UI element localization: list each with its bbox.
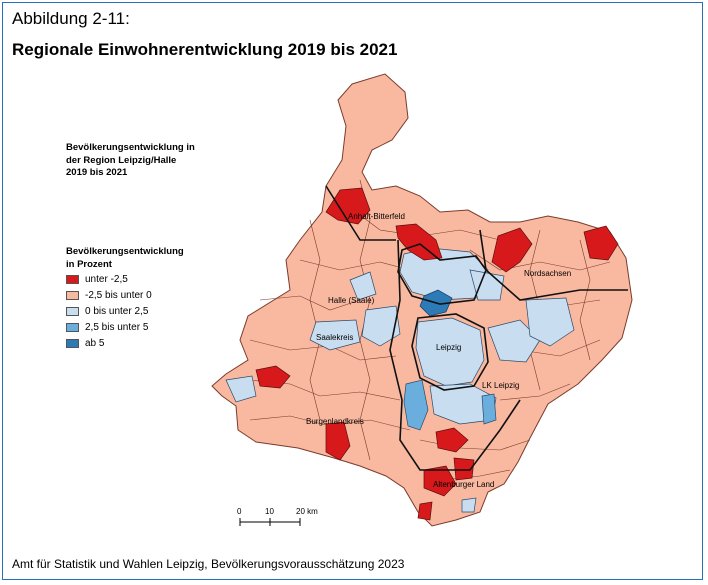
- legend-swatch: [66, 307, 79, 316]
- district-borders: [325, 185, 628, 471]
- decline-below-2.5-areas: [255, 187, 619, 521]
- legend-swatch: [66, 339, 79, 348]
- label-halle: Halle (Saale): [328, 296, 375, 305]
- legend-label: 2,5 bis unter 5: [85, 322, 149, 333]
- scale-tick-10: 10: [265, 507, 274, 516]
- map-title-line: 2019 bis 2021: [66, 167, 128, 178]
- legend-swatch: [66, 291, 79, 300]
- legend-label: 0 bis unter 2,5: [85, 306, 149, 317]
- figure-title: Regionale Einwohnerentwicklung 2019 bis …: [12, 40, 398, 59]
- scale-bar: 0 10 20 km: [237, 507, 318, 526]
- legend-title: Bevölkerungsentwicklung in Prozent: [66, 246, 236, 271]
- legend-item: 2,5 bis unter 5: [66, 320, 236, 335]
- legend: Bevölkerungsentwicklung in Prozent unter…: [66, 246, 236, 351]
- map-title: Bevölkerungsentwicklung in der Region Le…: [66, 142, 266, 180]
- legend-label: -2,5 bis unter 0: [85, 290, 152, 301]
- growth-2.5-5-areas: [403, 379, 497, 431]
- legend-swatch: [66, 323, 79, 332]
- label-leipzig: Leipzig: [436, 343, 461, 352]
- figure-source: Amt für Statistik und Wahlen Leipzig, Be…: [12, 557, 405, 571]
- legend-title-line: in Prozent: [66, 258, 112, 270]
- figure-number: Abbildung 2-11:: [12, 9, 130, 28]
- region-outline: [211, 73, 633, 527]
- map-title-line: Bevölkerungsentwicklung in: [66, 142, 195, 153]
- label-nordsachsen: Nordsachsen: [524, 269, 571, 278]
- map-title-line: der Region Leipzig/Halle: [66, 154, 177, 166]
- label-anhalt-bitterfeld: Anhalt-Bitterfeld: [348, 212, 405, 221]
- scale-tick-20: 20 km: [296, 507, 318, 516]
- figure-frame: [2, 2, 703, 580]
- label-lk-leipzig: LK Leipzig: [482, 381, 519, 390]
- label-burgenlandkreis: Burgenlandkreis: [306, 417, 364, 426]
- legend-swatch: [66, 275, 79, 284]
- legend-title-line: Bevölkerungsentwicklung: [66, 246, 184, 257]
- legend-item: unter -2,5: [66, 272, 236, 287]
- legend-item: ab 5: [66, 336, 236, 351]
- legend-item: 0 bis unter 2,5: [66, 304, 236, 319]
- label-altenburger-land: Altenburger Land: [433, 480, 494, 489]
- legend-label: unter -2,5: [85, 274, 128, 285]
- legend-item: -2,5 bis unter 0: [66, 288, 236, 303]
- label-saalekreis: Saalekreis: [316, 333, 353, 342]
- legend-label: ab 5: [85, 338, 105, 349]
- scale-tick-0: 0: [237, 507, 242, 516]
- region-labels: Anhalt-Bitterfeld Nordsachsen Halle (Saa…: [306, 212, 571, 489]
